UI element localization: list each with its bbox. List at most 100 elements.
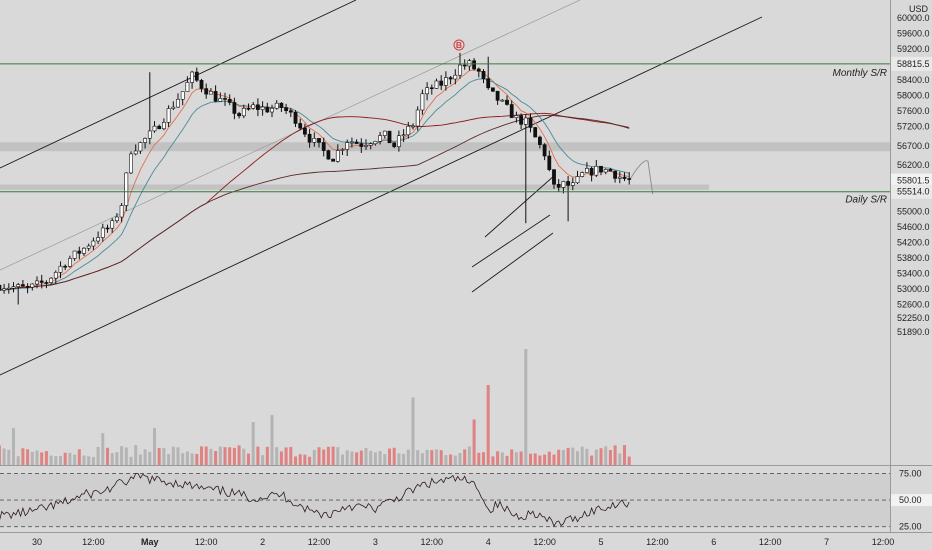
candle-body [378, 135, 383, 142]
time-axis[interactable]: 30 12:00 May 12:00 2 12:00 3 12:00 4 12:00 5 12:00 6… [32, 537, 894, 547]
volume-bar [355, 452, 359, 465]
candle-body [199, 79, 204, 89]
volume-bar [115, 452, 119, 465]
volume-bar [59, 456, 62, 465]
candle-body [143, 138, 148, 143]
candle-body [255, 104, 260, 110]
volume-bar [251, 422, 255, 465]
candle-body [533, 127, 538, 138]
volume-bar [477, 452, 481, 465]
volume-bar [214, 451, 218, 465]
time-tick-label: May [141, 537, 159, 547]
candle-body [227, 99, 232, 103]
volume-bar [425, 449, 429, 465]
volume-bar [392, 447, 396, 465]
candle-body [270, 108, 274, 113]
candle-body [260, 106, 265, 110]
volume-bar [369, 450, 373, 465]
candle-body [617, 176, 622, 179]
candle-body [105, 227, 110, 230]
candle-body [368, 143, 373, 146]
volume-bar [143, 449, 147, 465]
volume-bar [275, 447, 279, 465]
volume-bar [129, 456, 133, 465]
volume-bars [0, 349, 631, 465]
volume-bar [505, 455, 509, 465]
volume-bar [148, 451, 152, 465]
volume-bar [157, 447, 161, 465]
volume-bar [467, 446, 471, 465]
volume-bar [209, 448, 213, 465]
time-tick-label: 3 [373, 537, 378, 547]
candle-body [176, 98, 180, 108]
candle-body [580, 172, 585, 177]
candle-body [354, 141, 359, 144]
candle-body [603, 169, 608, 173]
volume-bar [411, 397, 415, 465]
candle-body [359, 143, 364, 147]
candle-body [420, 93, 425, 111]
volume-bar [496, 451, 500, 465]
candle-body [53, 272, 58, 279]
volume-bar [232, 447, 236, 465]
candle-body [35, 280, 39, 285]
volume-bar [0, 445, 1, 465]
price-tick-label: 54600.0 [897, 222, 930, 232]
time-tick-label: 12:00 [759, 537, 782, 547]
volume-bar [82, 455, 86, 465]
candle-body [68, 258, 72, 267]
flag-mid-line [471, 214, 551, 268]
volume-bar [289, 447, 293, 465]
volume-bar [613, 445, 617, 465]
volume-bar [345, 450, 349, 465]
candle-body [519, 115, 524, 125]
candle-body [429, 87, 434, 89]
candle-body [11, 286, 16, 289]
channel-mid-line [0, 0, 581, 271]
time-tick-label: 12:00 [421, 537, 444, 547]
candle-body [190, 71, 195, 83]
price-tick-label: 58400.0 [897, 75, 930, 85]
rsi-line [0, 473, 630, 528]
volume-bar [449, 454, 453, 465]
candle-body [185, 82, 190, 92]
volume-bar [256, 446, 260, 465]
volume-bar [279, 451, 283, 465]
candle-body [284, 107, 289, 112]
candle-body [180, 91, 185, 100]
candle-body [584, 168, 589, 173]
volume-bar [430, 450, 434, 465]
price-tick-label: 53400.0 [897, 269, 930, 279]
monthly-level-badge-bg [891, 56, 932, 71]
volume-bar [336, 447, 340, 465]
candle-body [528, 117, 533, 128]
candle-body [16, 284, 21, 287]
candle-body [218, 98, 223, 102]
candle-body [321, 142, 326, 151]
candle-body [448, 77, 453, 80]
candle-body [20, 284, 25, 287]
price-tick-label: 54200.0 [897, 238, 930, 248]
volume-bar [322, 449, 326, 465]
candle-body [425, 87, 430, 95]
volume-bar [73, 454, 77, 465]
event-marker-circle [453, 39, 465, 51]
candle-body [307, 133, 312, 143]
price-axis[interactable]: 60000.0 59600.0 59200.0 58400.0 58000.0 57600… [891, 13, 932, 337]
candle-body [157, 125, 162, 130]
volume-bar [223, 447, 227, 465]
volume-bar [124, 447, 128, 465]
price-tick-label: 58000.0 [897, 90, 930, 100]
candle-body [251, 104, 256, 109]
candle-body [439, 80, 444, 86]
candle-body [44, 282, 49, 284]
candle-body [124, 172, 129, 206]
rsi-axis: 75.00 50.00 25.00 [891, 468, 932, 532]
candle-body [72, 250, 77, 259]
rsi-current-label: 50.00 [899, 495, 922, 505]
volume-bar [40, 452, 44, 465]
candle-body [514, 115, 519, 118]
candle-body [274, 102, 279, 109]
